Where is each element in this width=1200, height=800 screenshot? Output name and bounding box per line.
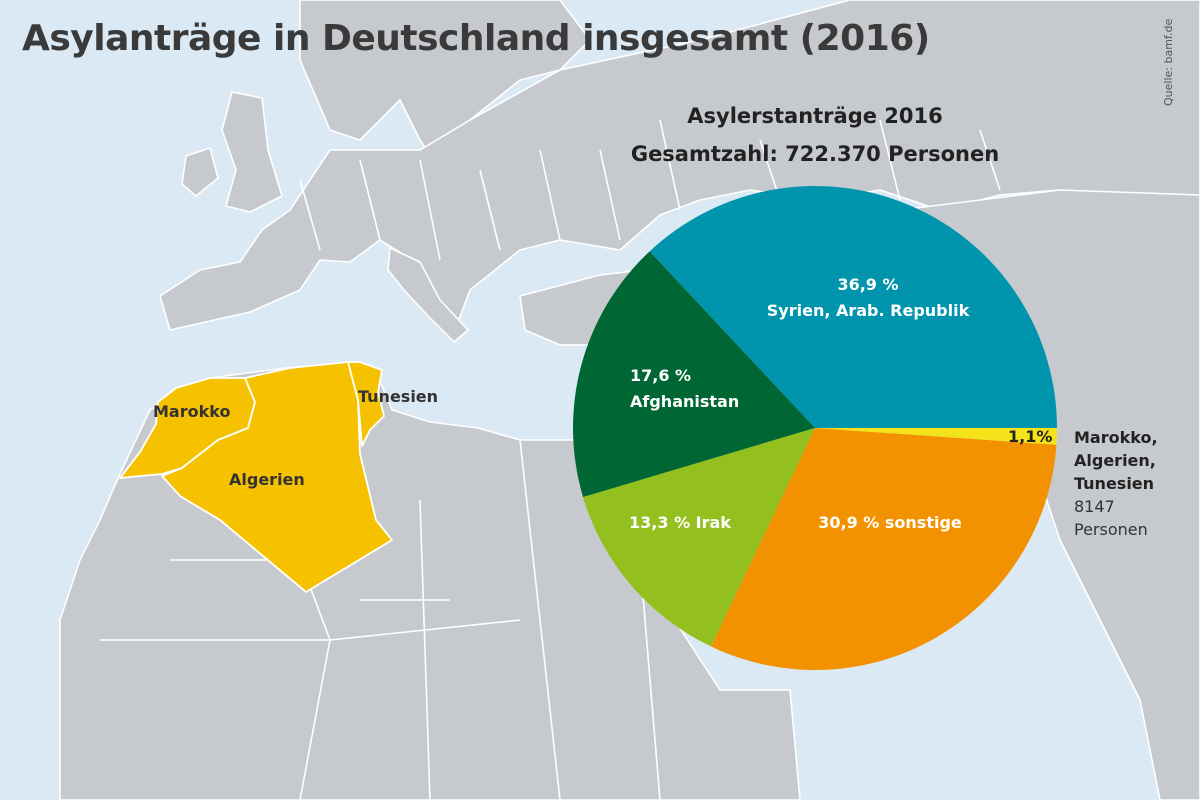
- pie-slice-afghanistan: [573, 251, 815, 498]
- annotation-count: 8147: [1074, 497, 1115, 516]
- map-land-europe: [159, 0, 1200, 331]
- label-afghanistan-name: Afghanistan: [630, 392, 740, 411]
- maghreb-annotation: Marokko, Algerien, Tunesien 8147 Persone…: [1074, 426, 1158, 541]
- page-title: Asylanträge in Deutschland insgesamt (20…: [22, 18, 930, 59]
- pie-slice-irak: [583, 428, 815, 647]
- annotation-unit: Personen: [1074, 520, 1148, 539]
- annotation-line-2: Algerien,: [1074, 451, 1156, 470]
- chart-title: Asylerstanträge 2016: [687, 104, 943, 128]
- label-syrien-name: Syrien, Arab. Republik: [766, 301, 970, 320]
- label-irak: 13,3 % Irak: [629, 513, 731, 532]
- pie-slice-syrien: [649, 186, 1057, 428]
- label-syrien-pct: 36,9 %: [837, 275, 899, 294]
- label-afghanistan: 17,6 % Afghanistan: [630, 363, 739, 415]
- chart-subtitle: Gesamtzahl: 722.370 Personen: [630, 142, 1000, 166]
- map-land-ireland: [181, 147, 219, 197]
- label-syrien: 36,9 % Syrien, Arab. Republik: [767, 272, 969, 324]
- annotation-line-3: Tunesien: [1074, 474, 1155, 493]
- annotation-line-1: Marokko,: [1074, 428, 1158, 447]
- label-tunesien: Tunesien: [358, 387, 439, 406]
- label-maghreb-pct: 1,1%: [1008, 427, 1053, 446]
- pie-slice-maghreb: [815, 428, 1057, 445]
- label-algerien: Algerien: [229, 470, 305, 489]
- map-land-italy: [387, 247, 469, 343]
- label-marokko: Marokko: [153, 402, 231, 421]
- map-country-tunesien: [347, 361, 385, 447]
- label-sonstige: 30,9 % sonstige: [818, 513, 962, 532]
- map-land-great-britain: [221, 91, 283, 213]
- label-afghanistan-pct: 17,6 %: [630, 366, 692, 385]
- pie-slice-sonstige: [711, 428, 1057, 670]
